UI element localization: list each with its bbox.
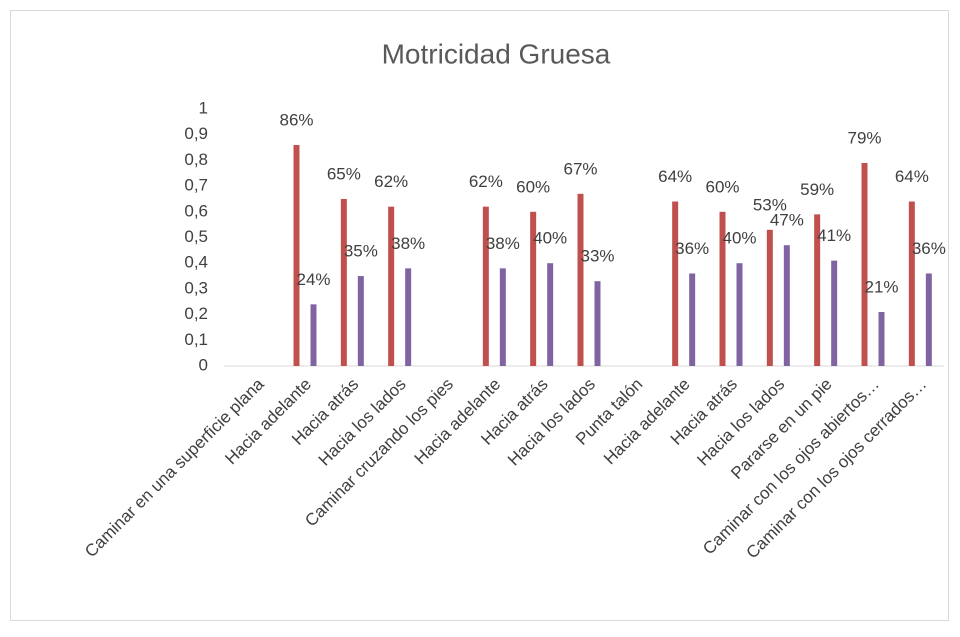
bar <box>530 211 537 366</box>
data-label: 38% <box>486 234 520 253</box>
data-label: 64% <box>895 167 929 186</box>
bar <box>594 281 601 366</box>
bar <box>499 268 506 366</box>
data-label: 65% <box>327 164 361 183</box>
data-label: 33% <box>580 247 614 266</box>
data-label: 35% <box>344 242 378 261</box>
y-tick-label: 0,5 <box>184 227 208 246</box>
bar <box>861 162 868 366</box>
bar <box>831 260 838 366</box>
data-label: 62% <box>469 172 503 191</box>
y-tick-label: 0,7 <box>184 176 208 195</box>
bar <box>719 211 726 366</box>
data-label: 40% <box>533 229 567 248</box>
y-tick-label: 0 <box>199 355 208 374</box>
y-tick-label: 0,6 <box>184 201 208 220</box>
bar <box>925 273 932 366</box>
data-label: 36% <box>912 239 946 258</box>
y-tick-label: 0,8 <box>184 150 208 169</box>
chart-border <box>10 10 949 621</box>
chart-title: Motricidad Gruesa <box>382 38 611 69</box>
y-tick-label: 1 <box>199 98 208 117</box>
bar <box>482 206 489 366</box>
y-tick-label: 0,2 <box>184 304 208 323</box>
bar <box>814 214 821 366</box>
data-label: 47% <box>770 211 804 230</box>
data-label: 59% <box>800 180 834 199</box>
bar <box>310 304 317 366</box>
data-label: 40% <box>722 229 756 248</box>
data-label: 38% <box>391 234 425 253</box>
data-label: 60% <box>516 177 550 196</box>
y-tick-label: 0,4 <box>184 253 208 272</box>
data-label: 67% <box>563 159 597 178</box>
data-label: 36% <box>675 239 709 258</box>
bar <box>293 144 300 366</box>
y-tick-label: 0,3 <box>184 278 208 297</box>
data-label: 24% <box>296 270 330 289</box>
data-label: 60% <box>705 177 739 196</box>
bar <box>672 201 679 366</box>
bar <box>388 206 395 366</box>
bar <box>736 263 743 366</box>
bar <box>689 273 696 366</box>
bar <box>547 263 554 366</box>
data-label: 86% <box>279 110 313 129</box>
data-label: 41% <box>817 226 851 245</box>
bar <box>783 245 790 366</box>
bar <box>340 198 347 366</box>
y-tick-label: 0,1 <box>184 330 208 349</box>
data-label: 53% <box>753 195 787 214</box>
bar <box>908 201 915 366</box>
data-label: 21% <box>864 278 898 297</box>
bar <box>405 268 412 366</box>
y-tick-label: 0,9 <box>184 124 208 143</box>
data-label: 62% <box>374 172 408 191</box>
bar <box>878 312 885 366</box>
bar <box>766 229 773 366</box>
data-label: 64% <box>658 167 692 186</box>
bar <box>577 193 584 366</box>
bar <box>357 276 364 366</box>
data-label: 79% <box>847 128 881 147</box>
